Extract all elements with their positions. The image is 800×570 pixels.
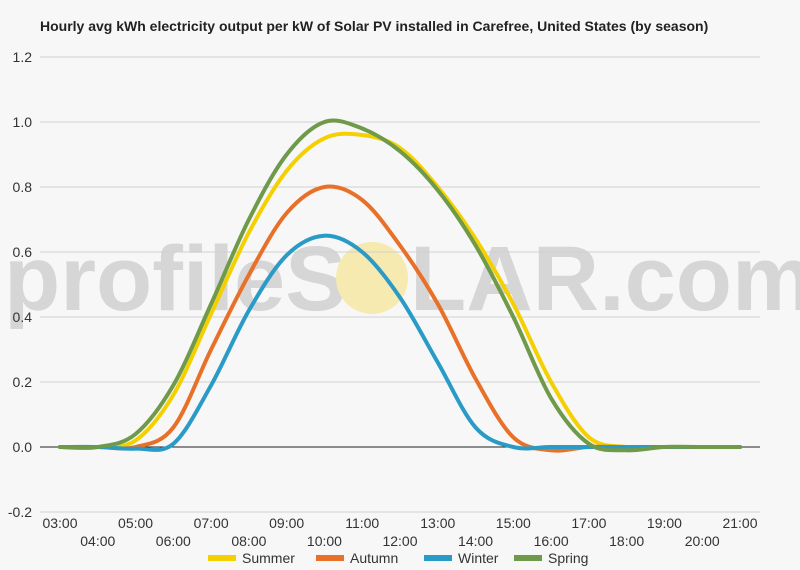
x-tick-label: 13:00 (420, 515, 455, 531)
legend-swatch-winter (424, 555, 452, 561)
x-tick-label: 12:00 (382, 533, 417, 549)
chart-title: Hourly avg kWh electricity output per kW… (40, 18, 709, 34)
y-tick-label: 0.6 (13, 244, 33, 260)
legend-label-autumn: Autumn (350, 550, 398, 566)
x-tick-label: 16:00 (534, 533, 569, 549)
legend: Summer Autumn Winter Spring (208, 550, 588, 566)
x-tick-label: 15:00 (496, 515, 531, 531)
watermark: profileS LAR.com (4, 228, 800, 330)
legend-swatch-summer (208, 555, 236, 561)
x-tick-label: 19:00 (647, 515, 682, 531)
x-tick-label: 10:00 (307, 533, 342, 549)
x-tick-label: 20:00 (685, 533, 720, 549)
x-tick-label: 18:00 (609, 533, 644, 549)
y-tick-label: -0.2 (8, 504, 32, 520)
x-tick-label: 03:00 (42, 515, 77, 531)
series-lines (58, 118, 742, 453)
legend-label-winter: Winter (458, 550, 499, 566)
x-tick-label: 06:00 (156, 533, 191, 549)
x-tick-label: 05:00 (118, 515, 153, 531)
y-tick-label: 1.2 (13, 49, 33, 65)
x-tick-label: 09:00 (269, 515, 304, 531)
legend-label-spring: Spring (548, 550, 588, 566)
x-tick-label: 14:00 (458, 533, 493, 549)
x-tick-label: 21:00 (722, 515, 757, 531)
x-tick-label: 17:00 (571, 515, 606, 531)
x-tick-label: 11:00 (345, 515, 379, 531)
watermark-sun-icon (336, 242, 408, 314)
series-line-winter (58, 233, 742, 452)
legend-swatch-autumn (316, 555, 344, 561)
legend-swatch-spring (514, 555, 542, 561)
watermark-text-left: profileS (4, 228, 346, 330)
watermark-text-right: LAR.com (410, 228, 800, 330)
y-tick-label: 0.0 (13, 439, 33, 455)
x-tick-label: 07:00 (194, 515, 229, 531)
y-tick-label: 1.0 (13, 114, 33, 130)
y-axis: 1.2 1.0 0.8 0.6 0.4 0.2 0.0 -0.2 (8, 49, 32, 520)
y-tick-label: 0.8 (13, 179, 33, 195)
legend-label-summer: Summer (242, 550, 295, 566)
x-tick-label: 08:00 (231, 533, 266, 549)
x-axis: 03:0004:0005:0006:0007:0008:0009:0010:00… (42, 515, 757, 549)
y-tick-label: 0.2 (13, 374, 33, 390)
x-tick-label: 04:00 (80, 533, 115, 549)
y-tick-label: 0.4 (13, 309, 33, 325)
series-line-spring (58, 118, 742, 453)
